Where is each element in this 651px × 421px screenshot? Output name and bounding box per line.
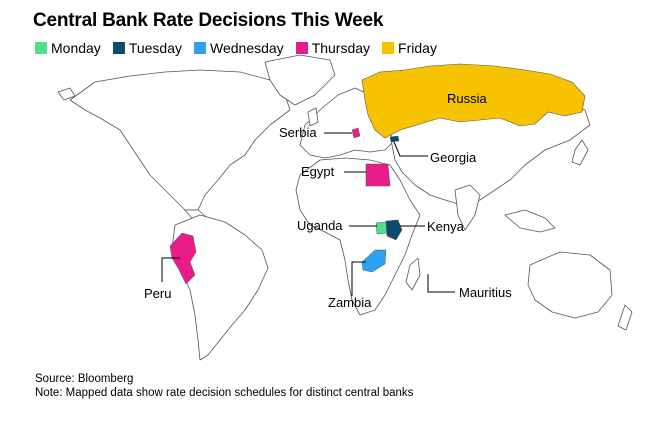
label-zambia: Zambia [328,295,372,310]
australia [527,251,613,319]
africa [295,157,421,316]
legend-item-friday: Friday [382,40,437,56]
source-note: Source: Bloomberg [35,373,134,385]
legend-item-monday: Monday [35,40,101,56]
legend-swatch-monday [35,42,47,54]
legend-item-wednesday: Wednesday [194,40,284,56]
alaska-islands [57,87,76,101]
legend-item-thursday: Thursday [295,40,371,56]
leader-lines [161,132,455,296]
north-america [69,69,291,211]
legend: Monday Tuesday Wednesday Thursday Friday [35,40,449,56]
legend-swatch-friday [382,42,395,54]
label-serbia: Serbia [279,125,317,140]
label-peru: Peru [144,286,171,301]
mauritius-leader [427,274,455,293]
greenland [264,54,336,106]
label-russia: Russia [447,91,488,106]
label-mauritius: Mauritius [459,285,512,300]
legend-swatch-wednesday [194,42,206,54]
legend-label-wednesday: Wednesday [210,40,284,56]
zambia-leader [351,261,366,296]
legend-swatch-tuesday [112,42,125,54]
zambia-shape [361,249,387,273]
russia-shape [361,63,586,139]
new-zealand [617,304,633,331]
legend-swatch-thursday [295,42,308,54]
kenya-shape [385,219,403,241]
legend-label-friday: Friday [398,40,437,56]
india [454,184,481,231]
map-title: Central Bank Rate Decisions This Week [33,10,384,31]
peru-leader [161,257,180,282]
egypt-shape [365,163,391,187]
footer: Source: Bloomberg Note: Mapped data show… [35,372,413,400]
japan [571,139,589,166]
data-note: Note: Mapped data show rate decision sch… [35,387,414,399]
peru-shape [169,232,197,285]
legend-label-monday: Monday [51,40,101,56]
legend-item-tuesday: Tuesday [112,40,182,56]
serbia-shape [351,127,361,139]
highlighted-countries [169,63,586,285]
label-uganda: Uganda [297,218,343,233]
madagascar [405,257,421,291]
legend-label-thursday: Thursday [311,40,371,56]
uganda-shape [375,221,388,235]
georgia-leader [393,141,428,157]
label-egypt: Egypt [301,164,335,179]
legend-label-tuesday: Tuesday [128,40,182,56]
label-georgia: Georgia [430,150,477,165]
georgia-shape [389,135,400,143]
label-kenya: Kenya [427,219,465,234]
country-labels: Russia Serbia Georgia Egypt Uganda Kenya… [144,91,512,310]
uk [307,107,319,127]
se-asia [504,209,556,233]
